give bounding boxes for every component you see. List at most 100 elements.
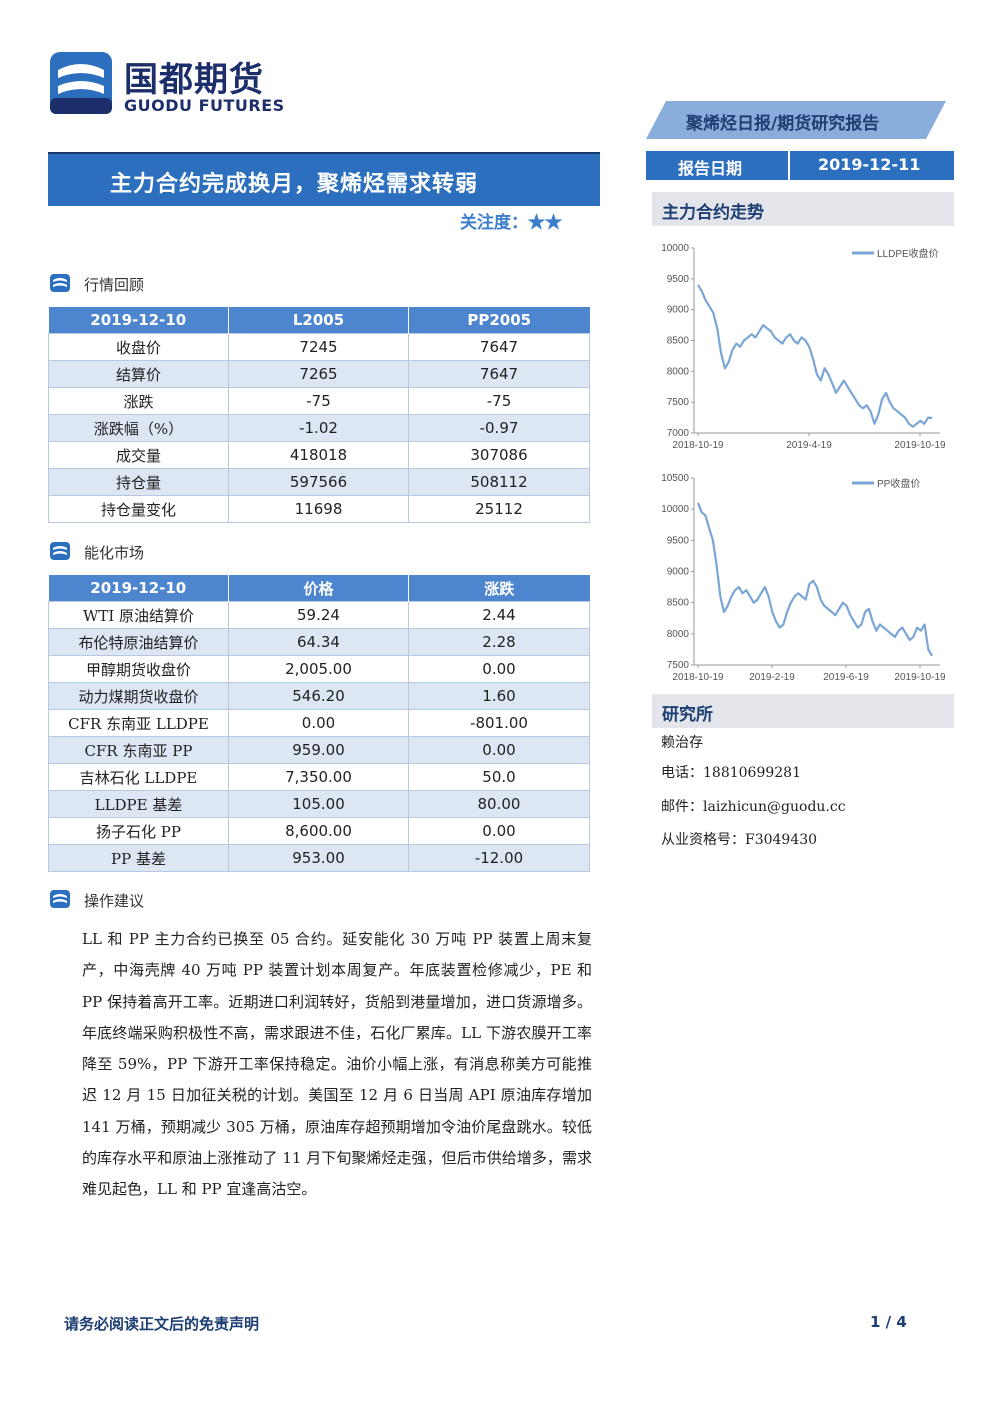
x-tick-label: 2019-4-19	[786, 440, 832, 451]
row-label: 涨跌	[48, 387, 229, 415]
section-logo-icon	[50, 274, 70, 292]
y-tick-label: 10000	[661, 504, 689, 515]
date-divider	[788, 151, 790, 180]
institute-section-header: 研究所	[652, 694, 954, 728]
cell: 8,600.00	[228, 817, 409, 845]
report-date-label: 报告日期	[678, 159, 743, 178]
logo-icon	[50, 52, 112, 114]
x-tick-label: 2019-10-19	[894, 672, 946, 683]
table-row: WTI 原油结算价 59.24 2.44	[48, 601, 590, 629]
row-label: 扬子石化 PP	[48, 817, 229, 845]
y-tick-label: 7500	[667, 397, 690, 408]
cell: -801.00	[408, 709, 590, 737]
table-row: 布伦特原油结算价 64.34 2.28	[48, 628, 590, 656]
report-title: 主力合约完成换月，聚烯烃需求转弱	[110, 171, 479, 197]
analyst-phone: 电话：18810699281	[661, 765, 801, 781]
y-tick-label: 8000	[667, 629, 690, 640]
cell: 418018	[228, 441, 409, 469]
trend-section-header: 主力合约走势	[652, 192, 954, 226]
series-line	[696, 502, 933, 657]
table-header-row: 2019-12-10 L2005 PP2005	[48, 307, 590, 334]
cell: 11698	[228, 495, 409, 523]
report-date-bar: 报告日期 2019-12-11	[646, 151, 954, 180]
column-header: L2005	[228, 307, 409, 334]
advice-paragraph: LL 和 PP 主力合约已换至 05 合约。延安能化 30 万吨 PP 装置上周…	[82, 930, 592, 1199]
cell: -12.00	[408, 844, 590, 872]
column-header: 2019-12-10	[48, 307, 229, 334]
cell: 59.24	[228, 601, 409, 629]
row-label: 结算价	[48, 360, 229, 388]
cell: 546.20	[228, 682, 409, 710]
y-tick-label: 9500	[667, 274, 690, 285]
section-title: 行情回顾	[84, 276, 145, 294]
row-label: 涨跌幅（%）	[48, 414, 229, 442]
y-tick-label: 9000	[667, 305, 690, 316]
logo-en-text: GUODU FUTURES	[124, 96, 285, 115]
institute-section-title: 研究所	[662, 705, 713, 725]
cell: 7,350.00	[228, 763, 409, 791]
row-label: 布伦特原油结算价	[48, 628, 229, 656]
row-label: 持仓量	[48, 468, 229, 496]
section-logo-icon	[50, 890, 70, 908]
cell: 64.34	[228, 628, 409, 656]
table-row: 成交量 418018 307086	[48, 441, 590, 469]
row-label: PP 基差	[48, 844, 229, 872]
x-tick-label: 2019-6-19	[823, 672, 869, 683]
page-number: 1 / 4	[870, 1313, 907, 1331]
table-row: 吉林石化 LLDPE 7,350.00 50.0	[48, 763, 590, 791]
trend-section-title: 主力合约走势	[662, 203, 764, 223]
series-line	[697, 284, 933, 428]
y-tick-label: 8500	[667, 336, 690, 347]
section-title: 操作建议	[84, 892, 145, 910]
cell: 953.00	[228, 844, 409, 872]
analyst-license: 从业资格号：F3049430	[661, 832, 818, 848]
cell: 959.00	[228, 736, 409, 764]
column-header: 2019-12-10	[48, 575, 229, 602]
table-row: 收盘价 7245 7647	[48, 333, 590, 361]
table-row: 扬子石化 PP 8,600.00 0.00	[48, 817, 590, 845]
y-tick-label: 8000	[667, 366, 690, 377]
row-label: 甲醇期货收盘价	[48, 655, 229, 683]
cell: 508112	[408, 468, 590, 496]
lldpe-price-chart: 7000 7500 8000 8500 9000 9500 10000 2018-10-19 2…	[661, 243, 946, 451]
cell: 80.00	[408, 790, 590, 818]
y-tick-label: 7500	[667, 660, 690, 671]
cell: -75	[228, 387, 409, 415]
column-header: 涨跌	[408, 575, 590, 602]
report-date-value: 2019-12-11	[818, 155, 921, 174]
cell: 7647	[408, 360, 590, 388]
row-label: 持仓量变化	[48, 495, 229, 523]
cell: 597566	[228, 468, 409, 496]
cell: 2.44	[408, 601, 590, 629]
section-title: 能化市场	[84, 544, 145, 562]
table-row: 甲醇期货收盘价 2,005.00 0.00	[48, 655, 590, 683]
x-tick-label: 2018-10-19	[672, 440, 724, 451]
cell: 0.00	[228, 709, 409, 737]
report-title-bar: 主力合约完成换月，聚烯烃需求转弱	[48, 152, 600, 206]
table-header-row: 2019-12-10 价格 涨跌	[48, 575, 590, 602]
table-row: 持仓量 597566 508112	[48, 468, 590, 496]
row-label: WTI 原油结算价	[48, 601, 229, 629]
cell: -1.02	[228, 414, 409, 442]
row-label: 动力煤期货收盘价	[48, 682, 229, 710]
table-row: LLDPE 基差 105.00 80.00	[48, 790, 590, 818]
table-row: 涨跌 -75 -75	[48, 387, 590, 415]
cell: 0.00	[408, 736, 590, 764]
section-logo-icon	[50, 542, 70, 560]
y-tick-label: 9000	[667, 567, 690, 578]
table-row: 结算价 7265 7647	[48, 360, 590, 388]
pp-price-chart: 7500 8000 8500 9000 9500 10000 10500 2018-10-19…	[661, 473, 946, 683]
x-tick-label: 2019-2-19	[749, 672, 795, 683]
cell: 307086	[408, 441, 590, 469]
report-type-label: 聚烯烃日报/期货研究报告	[686, 114, 880, 134]
x-tick-label: 2018-10-19	[672, 672, 724, 683]
energy-market-table: 2019-12-10 价格 涨跌 WTI 原油结算价 59.24 2.44 布伦特原…	[48, 575, 590, 872]
column-header: 价格	[228, 575, 409, 602]
cell: 7647	[408, 333, 590, 361]
x-tick-label: 2019-10-19	[894, 440, 946, 451]
cell: 105.00	[228, 790, 409, 818]
row-label: 吉林石化 LLDPE	[48, 763, 229, 791]
cell: 50.0	[408, 763, 590, 791]
legend-label: PP收盘价	[877, 477, 920, 490]
table-row: CFR 东南亚 PP 959.00 0.00	[48, 736, 590, 764]
